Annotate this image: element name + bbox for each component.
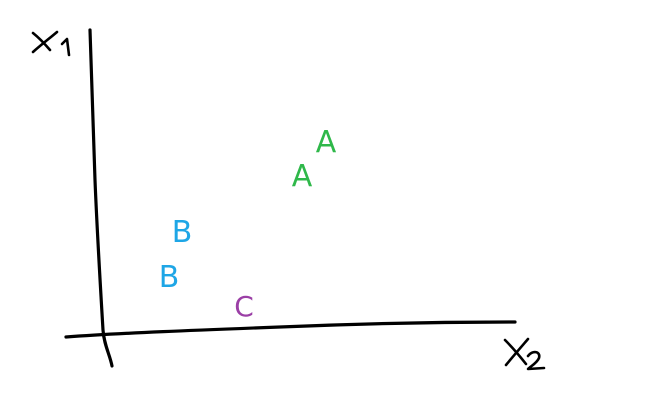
point-a-upper: A: [316, 125, 337, 160]
point-label: B: [172, 215, 193, 250]
point-b-lower: B: [159, 260, 180, 295]
horizontal-axis-label: x2: [503, 337, 546, 371]
point-a-lower: A: [292, 159, 313, 194]
point-c: C: [234, 290, 254, 323]
point-b-upper: B: [172, 215, 193, 250]
subscript-two-stroke: [526, 350, 546, 371]
point-label: A: [316, 125, 337, 160]
x-letter-stroke-1: [503, 338, 528, 366]
subscript-one-stroke: [60, 37, 71, 57]
x-letter-stroke-1: [31, 31, 52, 52]
point-label: B: [159, 260, 180, 295]
vertical-axis-label: x1: [31, 30, 71, 57]
point-label: C: [234, 290, 254, 323]
axes: [64, 28, 517, 368]
x-letter-stroke-2: [31, 30, 59, 54]
horizontal-axis: [64, 320, 517, 339]
vertical-axis: [88, 28, 114, 368]
point-label: A: [292, 159, 313, 194]
x-letter-stroke-2: [504, 337, 530, 367]
